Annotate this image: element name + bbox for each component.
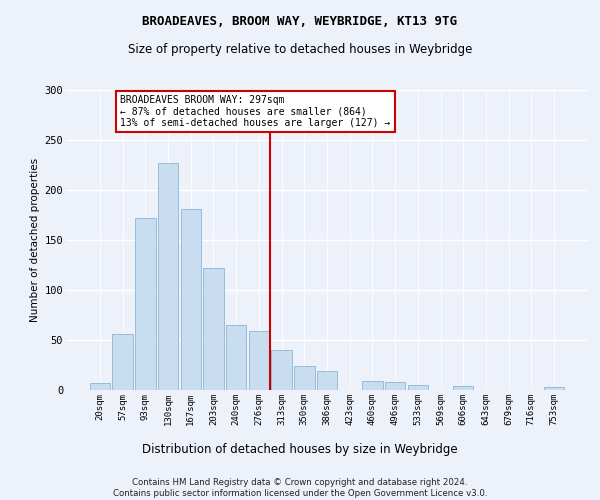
Y-axis label: Number of detached properties: Number of detached properties [31, 158, 40, 322]
Text: Distribution of detached houses by size in Weybridge: Distribution of detached houses by size … [142, 442, 458, 456]
Bar [271, 350, 292, 390]
Bar [294, 366, 314, 390]
Bar [248, 331, 269, 390]
Text: Size of property relative to detached houses in Weybridge: Size of property relative to detached ho… [128, 42, 472, 56]
Bar [203, 268, 224, 390]
Bar [544, 387, 564, 390]
Text: BROADEAVES, BROOM WAY, WEYBRIDGE, KT13 9TG: BROADEAVES, BROOM WAY, WEYBRIDGE, KT13 9… [143, 15, 458, 28]
Bar [226, 325, 247, 390]
Bar [158, 163, 178, 390]
Bar [385, 382, 406, 390]
Bar [407, 385, 428, 390]
Bar [135, 218, 155, 390]
Bar [90, 383, 110, 390]
Bar [181, 209, 201, 390]
Text: BROADEAVES BROOM WAY: 297sqm
← 87% of detached houses are smaller (864)
13% of s: BROADEAVES BROOM WAY: 297sqm ← 87% of de… [121, 95, 391, 128]
Bar [453, 386, 473, 390]
Bar [362, 381, 383, 390]
Text: Contains HM Land Registry data © Crown copyright and database right 2024.
Contai: Contains HM Land Registry data © Crown c… [113, 478, 487, 498]
Bar [112, 334, 133, 390]
Bar [317, 371, 337, 390]
